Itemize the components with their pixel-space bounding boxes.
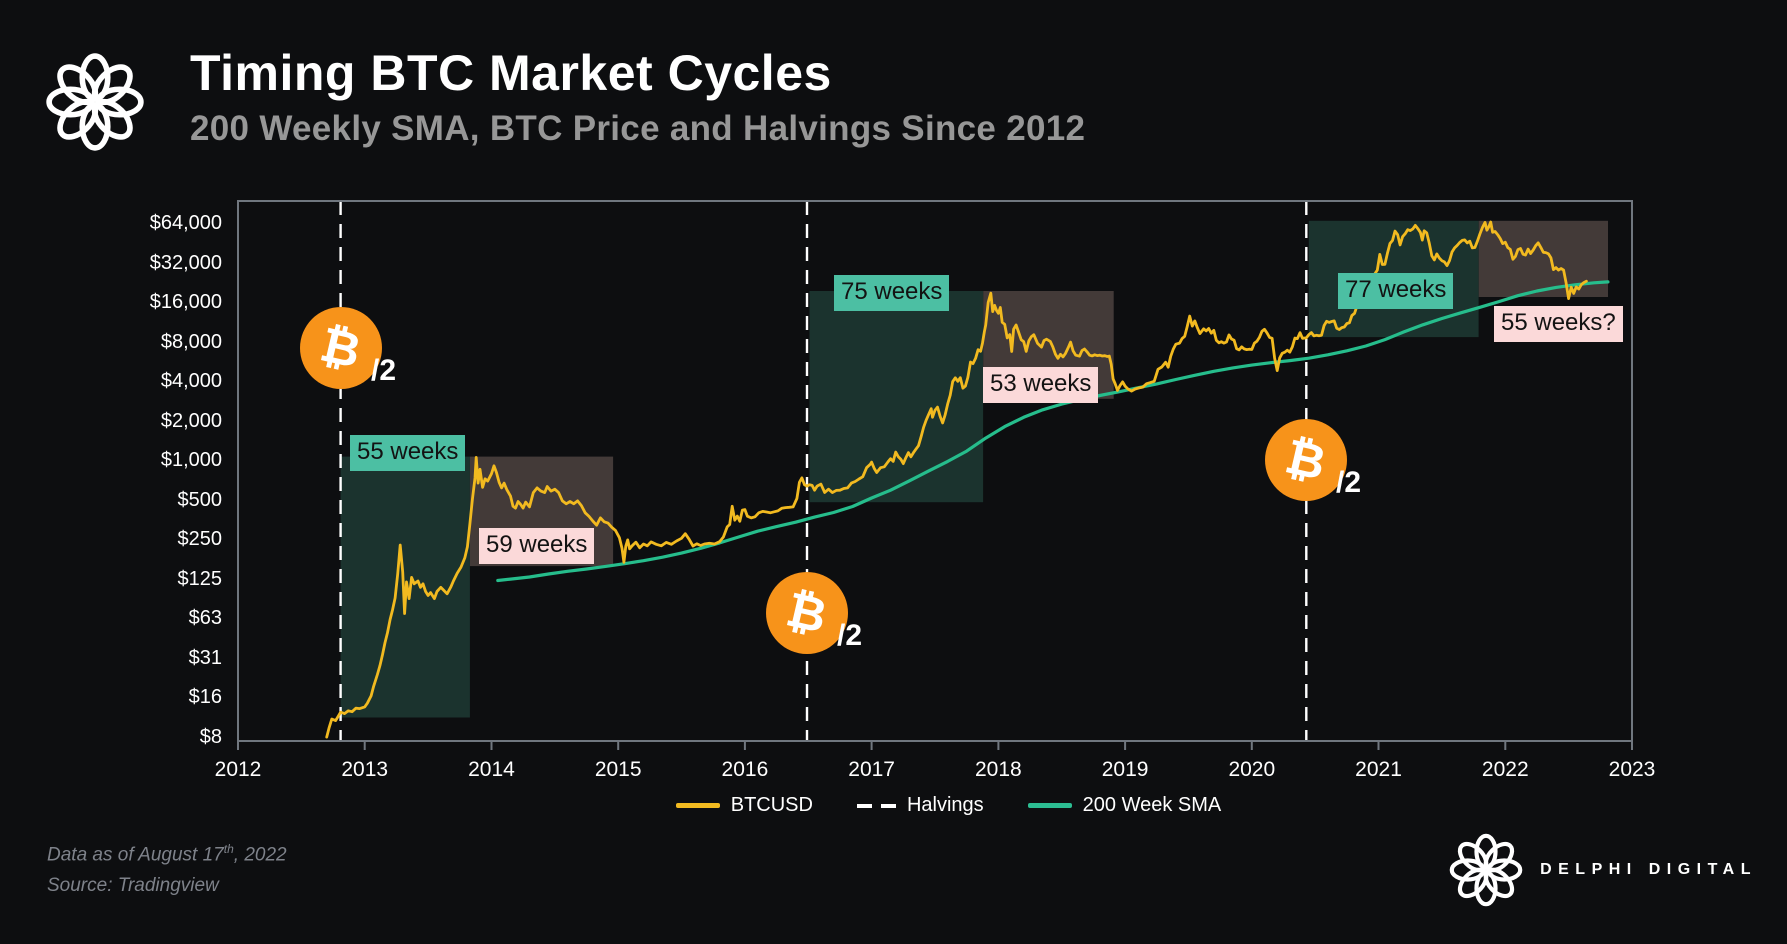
btc-price-line — [325, 220, 1588, 739]
sma-line — [496, 280, 1610, 583]
line-swatch-icon — [1027, 803, 1072, 808]
brand-name: DELPHI DIGITAL — [1540, 861, 1757, 878]
footnote-source: Source: Tradingview — [47, 874, 219, 896]
header: Timing BTC Market Cycles 200 Weekly SMA,… — [190, 44, 1085, 149]
legend-label: BTCUSD — [730, 794, 813, 816]
x-axis-label: 2019 — [1101, 758, 1149, 781]
x-axis-label: 2012 — [214, 758, 262, 781]
y-axis-label: $16,000 — [149, 291, 222, 313]
y-axis-label: $64,000 — [149, 212, 222, 234]
x-axis-label: 2014 — [468, 758, 515, 781]
plot-border — [237, 200, 1633, 742]
y-axis-label: $1,000 — [160, 449, 222, 471]
legend-label: Halvings — [906, 794, 984, 816]
x-axis-label: 2016 — [721, 758, 769, 781]
y-axis-label: $125 — [177, 567, 223, 590]
cycle-region-bear — [1478, 220, 1608, 297]
y-axis-label: $2,000 — [160, 409, 222, 432]
y-axis-label: $8,000 — [160, 330, 222, 353]
page-title: Timing BTC Market Cycles — [190, 45, 832, 101]
y-axis-label: $63 — [188, 607, 222, 629]
page-subtitle: 200 Weekly SMA, BTC Price and Halvings S… — [190, 109, 1086, 148]
x-axis-label: 2015 — [594, 758, 642, 781]
y-axis-label: $8 — [199, 725, 222, 748]
y-axis-label: $31 — [188, 646, 222, 669]
x-axis-label: 2023 — [1608, 758, 1656, 781]
legend-item: Halvings — [856, 794, 984, 817]
chart-legend: BTCUSD Halvings 200 Week SMA — [55, 794, 1787, 817]
brand-lockup: DELPHI DIGITAL — [1448, 832, 1757, 908]
footnotes: Data as of August 17th, 2022 Source: Tra… — [47, 840, 287, 901]
delphi-knot-logo-small — [1448, 832, 1524, 908]
x-axis-label: 2022 — [1481, 758, 1529, 781]
x-axis-label: 2017 — [848, 758, 895, 781]
y-axis-label: $4,000 — [160, 370, 222, 392]
dashed-line-swatch-icon — [856, 803, 896, 808]
y-axis-label: $500 — [177, 488, 223, 511]
footnote-date: Data as of August 17th, 2022 — [47, 842, 287, 866]
x-axis-label: 2013 — [341, 758, 389, 781]
legend-item: BTCUSD — [675, 794, 813, 817]
cycle-region-bull — [809, 291, 984, 503]
x-axis-label: 2021 — [1355, 758, 1402, 781]
legend-item: 200 Week SMA — [1027, 794, 1222, 817]
line-swatch-icon — [675, 803, 720, 808]
y-axis-label: $16 — [188, 686, 222, 708]
legend-label: 200 Week SMA — [1082, 794, 1222, 816]
cycle-region-bear — [983, 291, 1114, 399]
x-axis-label: 2018 — [975, 758, 1022, 781]
x-axis-label: 2020 — [1228, 758, 1276, 781]
y-axis-label: $250 — [177, 528, 223, 550]
y-axis-label: $32,000 — [149, 251, 222, 274]
